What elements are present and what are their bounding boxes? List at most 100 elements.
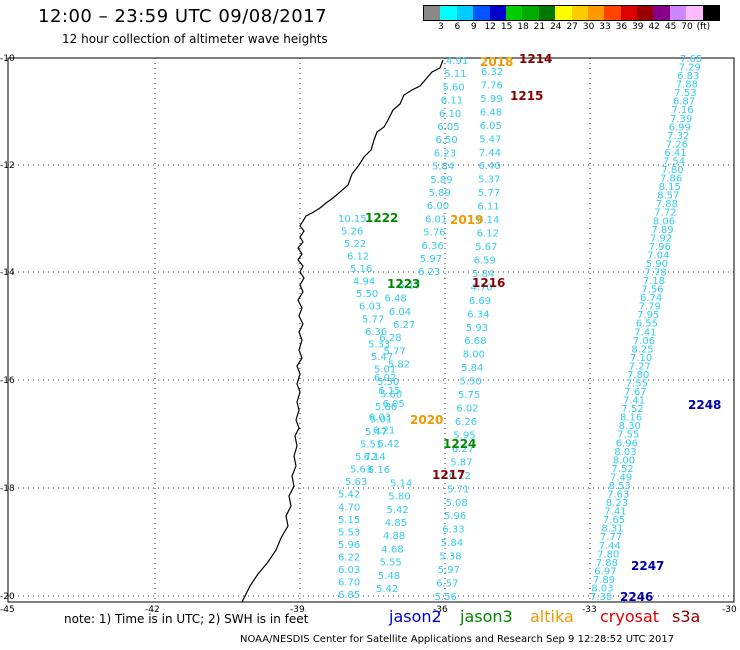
swh-value: 6.40 bbox=[479, 161, 501, 172]
color-swatch bbox=[587, 6, 605, 20]
swh-value: 6.12 bbox=[449, 471, 471, 482]
swh-value: 6.26 bbox=[455, 417, 477, 428]
legend-item-jason3: jason3 bbox=[460, 607, 513, 626]
swh-value: 5.55 bbox=[380, 558, 402, 569]
swh-value: 5.82 bbox=[388, 360, 410, 371]
track-time-label: 2020 bbox=[410, 413, 443, 427]
map-subtitle: 12 hour collection of altimeter wave hei… bbox=[62, 32, 328, 46]
swh-value: 6.48 bbox=[385, 294, 407, 305]
swh-value: 5.77 bbox=[478, 188, 500, 199]
swh-value: 7.44 bbox=[479, 148, 501, 159]
swh-value: 5.63 bbox=[350, 465, 372, 476]
swh-value: 7.80 bbox=[627, 370, 649, 381]
swh-value: 7.76 bbox=[481, 81, 503, 92]
swh-value: 8.16 bbox=[620, 413, 642, 424]
swh-value: 8.31 bbox=[601, 524, 623, 535]
swh-value: 5.01 bbox=[374, 364, 396, 375]
swh-value: 7.06 bbox=[633, 336, 655, 347]
swh-value: 5.26 bbox=[341, 227, 363, 238]
track-time-label: 1214 bbox=[519, 52, 552, 66]
track-time-label: 1216 bbox=[472, 276, 505, 290]
swh-value: 5.97 bbox=[420, 254, 442, 265]
swh-value: 7.55 bbox=[626, 379, 648, 390]
track-time-label: 1222 bbox=[365, 211, 398, 225]
swh-value: 6.59 bbox=[474, 256, 496, 267]
swh-value: 5.90 bbox=[646, 259, 668, 270]
swh-value: 6.11 bbox=[441, 96, 463, 107]
color-scale-label: 70 bbox=[681, 22, 693, 32]
swh-value: 6.48 bbox=[480, 107, 502, 118]
swh-value: 5.42 bbox=[338, 490, 360, 501]
swh-value: 7.18 bbox=[643, 276, 665, 287]
swh-value: 6.22 bbox=[338, 552, 360, 563]
legend-item-s3a: s3a bbox=[672, 607, 701, 626]
swh-value: 7.41 bbox=[604, 507, 626, 518]
color-swatch bbox=[637, 6, 654, 20]
swh-value: 8.23 bbox=[606, 498, 628, 509]
swh-value: 7.29 bbox=[679, 63, 701, 74]
swh-value: 7.32 bbox=[667, 131, 689, 142]
swh-value: 8.57 bbox=[657, 191, 679, 202]
color-scale-label: 27 bbox=[566, 22, 578, 32]
swh-value: 5.53 bbox=[338, 527, 360, 538]
latitude-label: -12 bbox=[0, 161, 15, 171]
track-time-label: 2248 bbox=[688, 398, 721, 412]
swh-value: 4.94 bbox=[353, 277, 375, 288]
legend-item-jason2: jason2 bbox=[389, 607, 442, 626]
swh-value: 7.80 bbox=[597, 549, 619, 560]
map-frame bbox=[7, 57, 735, 603]
swh-value: 6.04 bbox=[389, 307, 411, 318]
swh-value: 6.55 bbox=[636, 319, 658, 330]
swh-value: 7.89 bbox=[651, 225, 673, 236]
swh-value: 6.05 bbox=[383, 399, 405, 410]
footer-credit: NOAA/NESDIS Center for Satellite Applica… bbox=[240, 634, 675, 645]
swh-value: 6.00 bbox=[427, 201, 449, 212]
color-swatch bbox=[505, 6, 523, 20]
swh-value: 6.32 bbox=[481, 67, 503, 78]
swh-value: 7.26 bbox=[666, 139, 688, 150]
swh-value: 5.86 bbox=[375, 402, 397, 413]
swh-value: 6.96 bbox=[616, 438, 638, 449]
longitude-label: -36 bbox=[433, 605, 448, 615]
color-scale-label: 12 bbox=[484, 22, 496, 32]
swh-value: 7.65 bbox=[680, 54, 702, 65]
swh-value: 7.78 bbox=[644, 268, 666, 279]
swh-value: 6.69 bbox=[469, 296, 491, 307]
swh-value: 5.76 bbox=[423, 228, 445, 239]
color-scale-label: (ft) bbox=[696, 22, 711, 32]
swh-value: 6.05 bbox=[437, 122, 459, 133]
color-scale-label: 18 bbox=[517, 22, 529, 32]
track-time-label: 2247 bbox=[631, 559, 664, 573]
swh-value: 4.70 bbox=[471, 282, 493, 293]
swh-value: 5.99 bbox=[480, 94, 502, 105]
swh-value: 5.89 bbox=[430, 175, 452, 186]
swh-value: 7.86 bbox=[660, 174, 682, 185]
swh-value: 6.68 bbox=[464, 336, 486, 347]
track-time-label: 1224 bbox=[443, 437, 476, 451]
swh-value: 7.92 bbox=[650, 233, 672, 244]
swh-value: 5.47 bbox=[479, 134, 501, 145]
swh-value: 5.63 bbox=[345, 477, 367, 488]
swh-value: 5.93 bbox=[466, 323, 488, 334]
swh-value: 6.16 bbox=[368, 465, 390, 476]
swh-value: 7.41 bbox=[623, 396, 645, 407]
longitude-label: -39 bbox=[290, 605, 305, 615]
swh-value: 7.10 bbox=[630, 353, 652, 364]
color-scale-label: 42 bbox=[648, 22, 660, 32]
swh-value: 6.15 bbox=[378, 386, 400, 397]
swh-value: 7.65 bbox=[603, 515, 625, 526]
swh-value: 6.50 bbox=[436, 135, 458, 146]
swh-value: 5.16 bbox=[350, 264, 372, 275]
swh-value: 7.55 bbox=[617, 430, 639, 441]
swh-value: 6.03 bbox=[369, 412, 391, 423]
swh-value: 6.12 bbox=[347, 252, 369, 263]
swh-value: 5.33 bbox=[368, 339, 390, 350]
swh-value: 6.36 bbox=[365, 327, 387, 338]
latitude-label: -14 bbox=[0, 268, 15, 278]
swh-value: 5.51 bbox=[360, 440, 382, 451]
swh-value: 5.47 bbox=[371, 352, 393, 363]
swh-value: 8.03 bbox=[591, 584, 613, 595]
swh-value: 5.42 bbox=[387, 505, 409, 516]
latitude-label: -20 bbox=[0, 592, 15, 602]
